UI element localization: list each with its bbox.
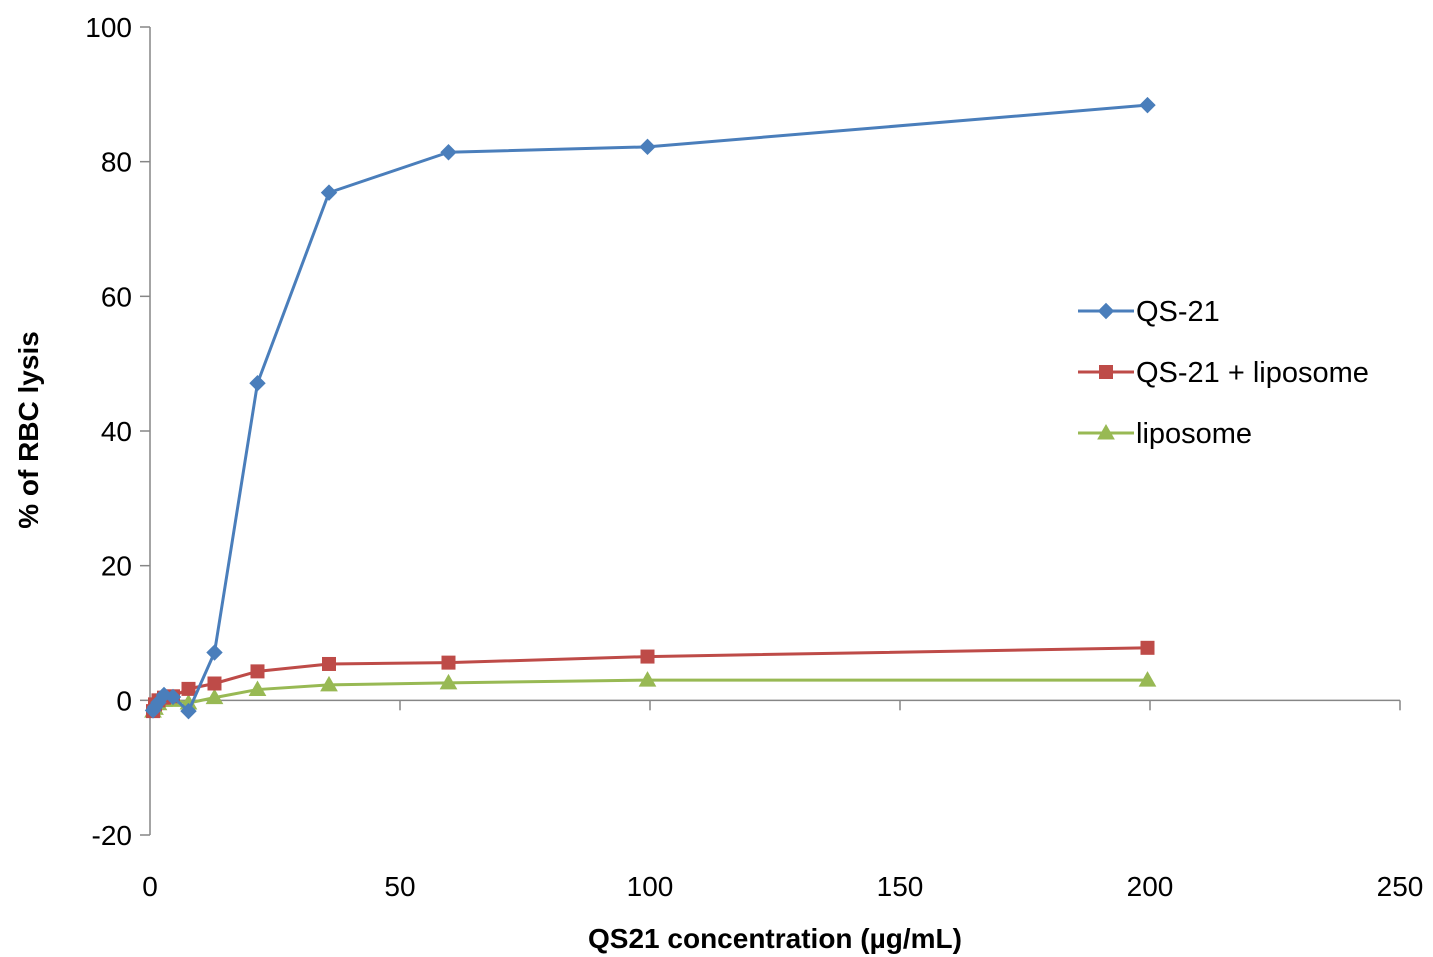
data-point (1139, 96, 1156, 114)
legend-label: QS-21 (1136, 296, 1220, 328)
data-point (206, 644, 223, 661)
data-point (439, 673, 458, 690)
data-point (320, 675, 338, 692)
x-tick-label: 50 (384, 871, 415, 902)
series-line (151, 103, 1148, 713)
legend-item: QS-21 (1078, 296, 1220, 328)
data-point (1138, 671, 1157, 687)
legend-item: QS-21 + liposome (1078, 357, 1369, 389)
y-axis-title: % of RBC lysis (13, 331, 44, 529)
data-point (320, 184, 338, 201)
series-layer (144, 96, 1157, 720)
x-axis-title: QS21 concentration (µg/mL) (588, 923, 962, 954)
y-tick-label: 20 (101, 551, 132, 582)
y-tick-label: 40 (101, 416, 132, 447)
data-point (639, 138, 656, 156)
legend: QS-21 QS-21 + liposome liposome (1078, 296, 1369, 450)
legend-item: liposome (1078, 418, 1252, 450)
x-tick-label: 250 (1377, 871, 1424, 902)
legend-label: liposome (1136, 418, 1252, 450)
data-point (441, 655, 456, 670)
x-tick-label: 200 (1127, 871, 1174, 902)
x-tick-label: 100 (627, 871, 674, 902)
data-point (205, 688, 224, 705)
data-point (248, 680, 267, 697)
x-tick-label: 0 (142, 871, 158, 902)
x-tick-label: 150 (877, 871, 924, 902)
data-point (1140, 640, 1155, 655)
data-point (638, 671, 657, 687)
data-point (164, 688, 182, 706)
legend-label: QS-21 + liposome (1136, 357, 1369, 389)
legend-marker (1097, 423, 1115, 440)
axes: -20 0 20 40 60 80 100 0 50 100 150 200 250 (85, 12, 1423, 902)
series-liposome (144, 671, 1157, 718)
series-qs-21 (144, 96, 1156, 720)
data-point (180, 702, 197, 720)
y-tick-label: 60 (101, 281, 132, 312)
legend-marker (1099, 365, 1113, 379)
data-point (640, 649, 655, 664)
y-tick-label: 100 (85, 12, 132, 43)
data-point (440, 144, 457, 161)
y-tick-label: 80 (101, 147, 132, 178)
data-point (250, 664, 265, 679)
data-point (249, 374, 266, 392)
data-point (322, 656, 336, 671)
y-tick-label: -20 (92, 820, 132, 851)
data-point (207, 676, 222, 691)
data-point (181, 681, 196, 696)
y-tick-label: 0 (116, 685, 132, 716)
legend-marker (1097, 302, 1115, 320)
